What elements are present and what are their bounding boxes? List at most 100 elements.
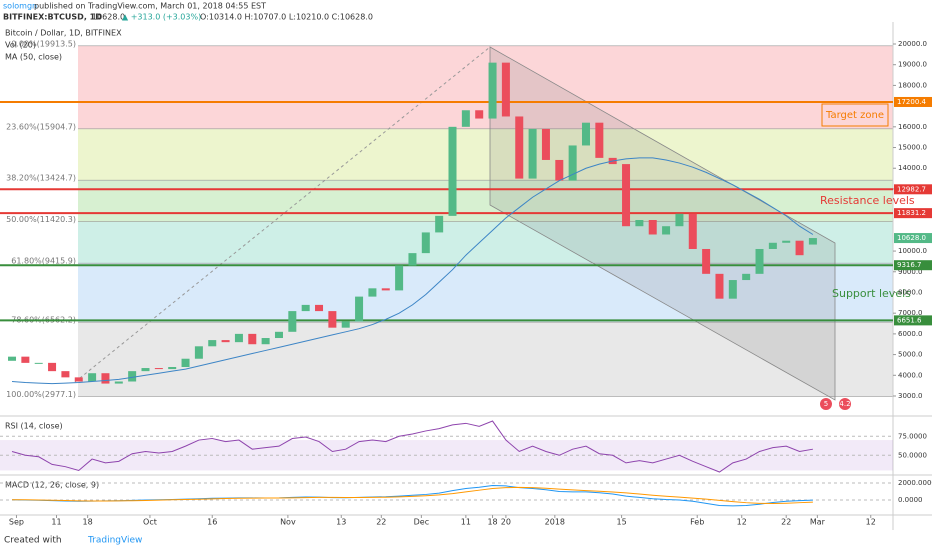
level-tag bbox=[894, 184, 932, 195]
level-tag bbox=[894, 208, 932, 219]
x-tick-label: 12 bbox=[737, 518, 747, 527]
candle bbox=[395, 265, 404, 291]
badge[interactable] bbox=[820, 398, 832, 410]
candle bbox=[541, 128, 550, 160]
candle bbox=[715, 273, 724, 299]
candle bbox=[808, 238, 817, 245]
main-title: Bitcoin / Dollar, 1D, BITFINEX bbox=[5, 29, 122, 38]
candle bbox=[648, 220, 657, 235]
candle bbox=[8, 356, 17, 361]
candle bbox=[141, 368, 150, 372]
candle bbox=[555, 159, 564, 181]
candle bbox=[581, 122, 590, 146]
candle bbox=[501, 62, 510, 117]
published: published on TradingView.com, March 01, … bbox=[34, 2, 266, 11]
candle bbox=[782, 240, 791, 243]
candle bbox=[728, 280, 737, 299]
fib-label: 38.20%(13424.7) bbox=[6, 174, 76, 183]
candle bbox=[315, 304, 324, 312]
candle bbox=[154, 368, 163, 370]
x-tick-label: 11 bbox=[51, 518, 61, 527]
level-value: 9316.7 bbox=[897, 261, 922, 269]
fib-band bbox=[78, 128, 893, 181]
level-tag bbox=[894, 260, 932, 271]
candle bbox=[221, 340, 230, 343]
candle bbox=[168, 367, 177, 370]
candle bbox=[408, 253, 417, 266]
level-value: 17200.4 bbox=[897, 98, 926, 106]
x-tick-label: 11 bbox=[461, 518, 471, 527]
candle bbox=[368, 288, 377, 297]
y-tick-label: 0.0000 bbox=[898, 496, 923, 504]
level-value: 6651.6 bbox=[897, 316, 922, 324]
y-tick-label: 5000.0 bbox=[898, 351, 923, 359]
ohlc: O:10314.0 H:10707.0 L:10210.0 C:10628.0 bbox=[200, 13, 373, 22]
candle bbox=[61, 371, 70, 378]
resistance-label: Resistance levels bbox=[820, 194, 915, 207]
candle bbox=[234, 333, 243, 343]
y-tick-label: 2000.0000 bbox=[898, 479, 932, 487]
candle bbox=[568, 145, 577, 181]
x-tick-label: 18 bbox=[487, 518, 497, 527]
rsi-title: RSI (14, close) bbox=[5, 422, 63, 431]
change: ▲ +313.0 (+3.03%) bbox=[122, 13, 201, 22]
y-tick-label: 8000.0 bbox=[898, 288, 923, 296]
candle bbox=[355, 296, 364, 322]
x-tick-label: 22 bbox=[376, 518, 386, 527]
x-tick-label: 18 bbox=[83, 518, 93, 527]
level-tag bbox=[894, 96, 932, 107]
x-tick-label: 2018 bbox=[545, 518, 565, 527]
x-tick-label: 22 bbox=[781, 518, 791, 527]
ma-line bbox=[11, 157, 814, 385]
candle bbox=[74, 377, 83, 382]
channel bbox=[489, 46, 836, 401]
candle bbox=[341, 321, 350, 328]
y-tick-label: 18000.0 bbox=[898, 81, 927, 89]
y-tick-label: 4000.0 bbox=[898, 371, 923, 379]
candle bbox=[128, 371, 137, 382]
fib-label: 23.60%(15904.7) bbox=[6, 122, 76, 131]
candle bbox=[274, 331, 283, 339]
y-tick-label: 16000.0 bbox=[898, 123, 927, 131]
y-tick-label: 50.0000 bbox=[898, 451, 927, 459]
candle bbox=[488, 62, 497, 119]
candle bbox=[88, 373, 97, 382]
candle bbox=[622, 164, 631, 227]
publisher[interactable]: solomgn bbox=[3, 2, 37, 11]
series-line bbox=[12, 486, 813, 505]
y-tick-label: 7000.0 bbox=[898, 309, 923, 317]
symbol: BITFINEX:BTCUSD, 1D bbox=[3, 13, 102, 22]
x-tick-label: Sep bbox=[9, 518, 24, 527]
candle bbox=[435, 215, 444, 233]
badge-text: 5 bbox=[824, 400, 828, 408]
candle bbox=[288, 311, 297, 332]
level-value: 11831.2 bbox=[897, 209, 926, 217]
candle bbox=[328, 311, 337, 328]
fib-label: 0.00%(19913.5) bbox=[11, 39, 76, 48]
footer-brand[interactable]: TradingView bbox=[87, 536, 142, 546]
candle bbox=[34, 362, 43, 364]
candle bbox=[181, 358, 190, 368]
candle bbox=[381, 288, 390, 291]
y-tick-label: 3000.0 bbox=[898, 392, 923, 400]
x-tick-label: Dec bbox=[414, 518, 429, 527]
support-label: Support levels bbox=[832, 287, 911, 300]
fib-label: 61.80%(9415.9) bbox=[11, 257, 76, 266]
candle bbox=[675, 213, 684, 227]
candle bbox=[595, 122, 604, 158]
badge[interactable] bbox=[839, 398, 851, 410]
candle bbox=[261, 338, 270, 345]
x-tick-label: 13 bbox=[336, 518, 346, 527]
badge-text: 4.2 bbox=[839, 400, 850, 408]
level-value: 12982.7 bbox=[897, 185, 926, 193]
level-tag bbox=[894, 315, 932, 326]
candle bbox=[662, 226, 671, 235]
target-label: Target zone bbox=[825, 110, 884, 121]
x-tick-label: 20 bbox=[501, 518, 511, 527]
x-tick-label: 16 bbox=[207, 518, 217, 527]
last: 10628.0 bbox=[92, 13, 125, 22]
x-tick-label: Mar bbox=[810, 518, 826, 527]
candle bbox=[101, 373, 110, 384]
